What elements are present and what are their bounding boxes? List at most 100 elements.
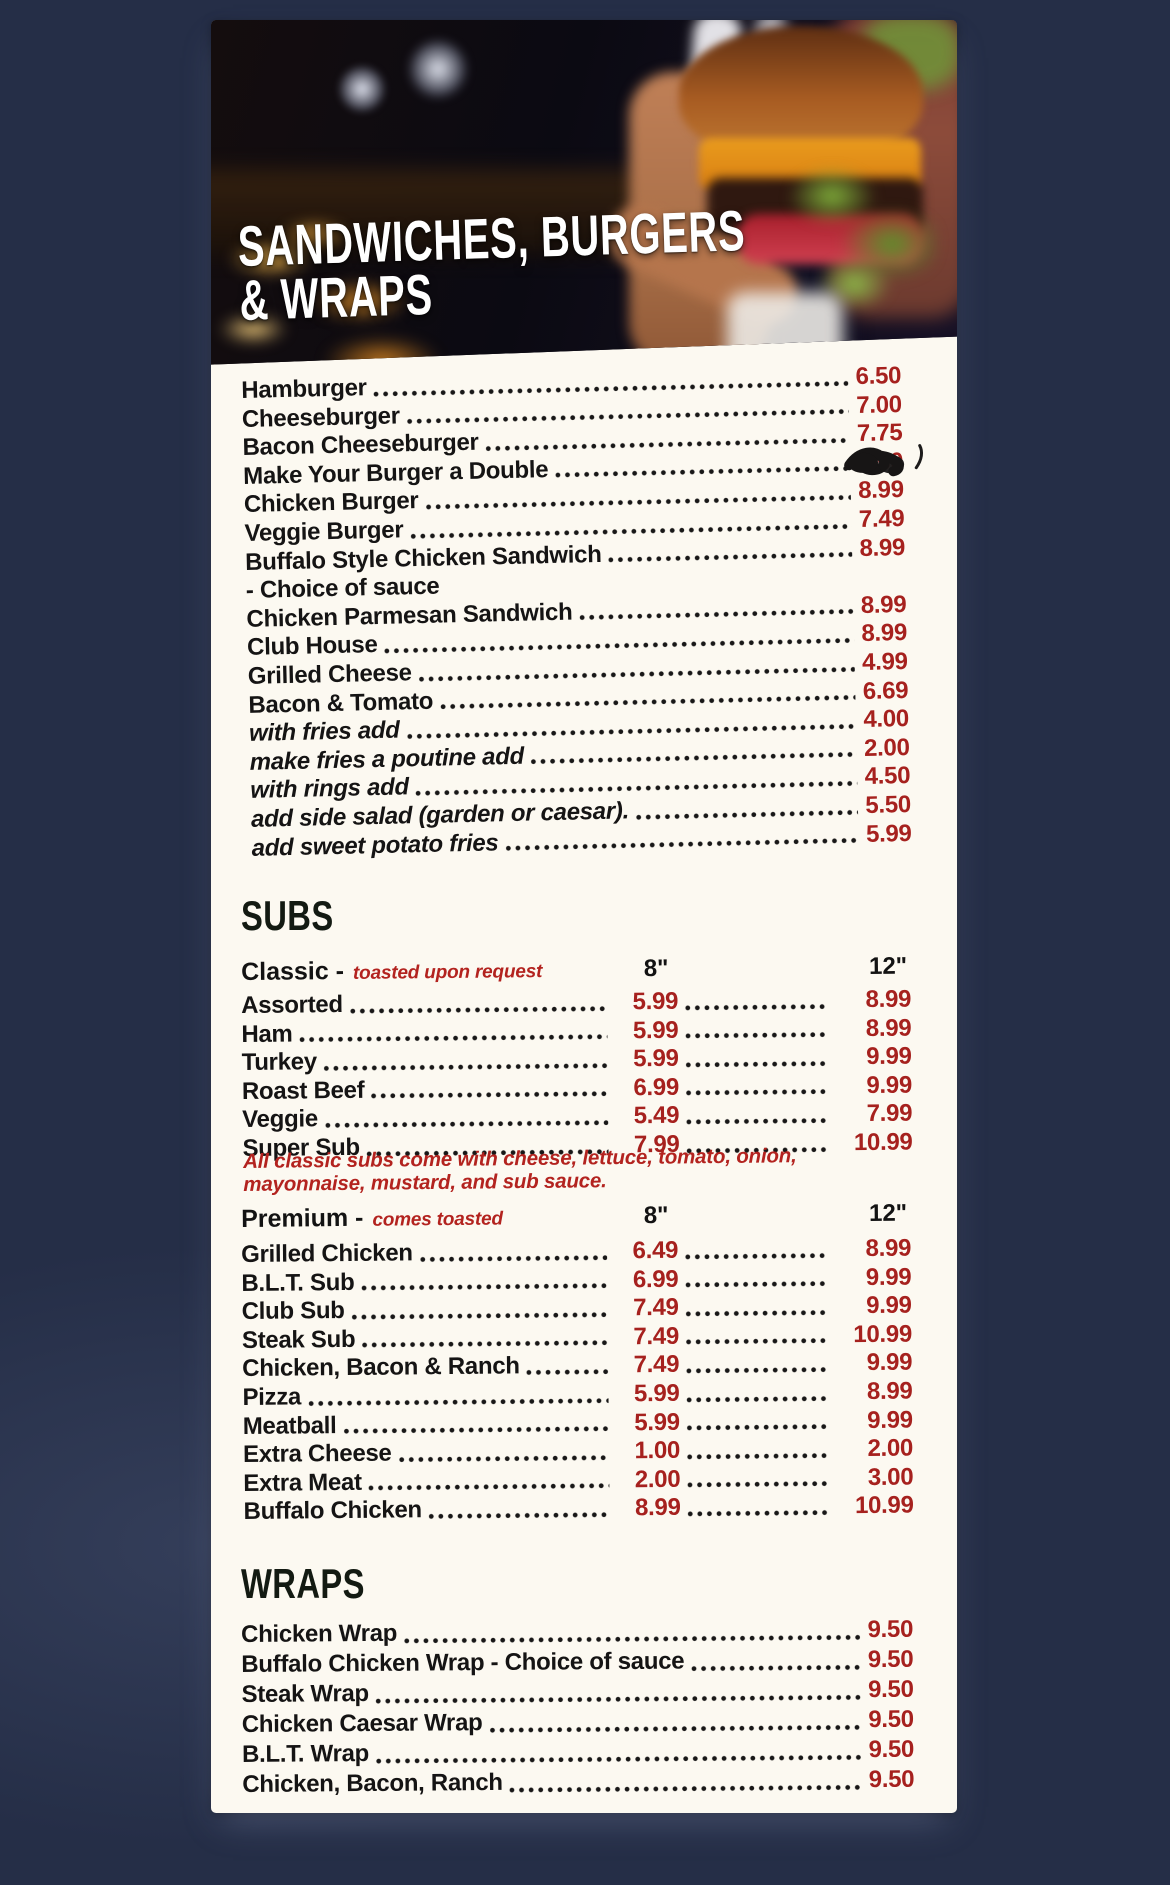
menu-item-price: 9.50 xyxy=(868,1765,915,1794)
sub-item-price-12: 8.99 xyxy=(865,1234,912,1263)
menu-item-price: 6.50 xyxy=(855,362,902,391)
sub-item-price-8: 5.99 xyxy=(633,1379,680,1408)
menu-item-label: with rings add xyxy=(250,773,410,805)
dot-leader xyxy=(687,1452,830,1461)
sub-item-price-8: 6.99 xyxy=(632,1265,679,1293)
dot-leader xyxy=(691,1664,861,1673)
sub-item-price-12: 8.99 xyxy=(865,985,912,1014)
sub-item-price-12: 2.00 xyxy=(867,1434,914,1463)
dot-leader xyxy=(687,1509,830,1518)
menu-item-price: 4.99 xyxy=(861,647,908,676)
dot-leader xyxy=(299,1033,608,1044)
menu-item-price: 7.49 xyxy=(858,504,905,533)
menu-item-price: 4.00 xyxy=(863,705,910,734)
dot-leader xyxy=(685,1280,828,1289)
spacer xyxy=(688,974,830,975)
menu-item-label: Club House xyxy=(246,631,378,662)
sub-item-label: Extra Cheese xyxy=(242,1439,392,1469)
sub-item-price-12: 10.99 xyxy=(854,1491,914,1520)
dot-leader xyxy=(579,608,855,622)
sub-item-price-12: 9.99 xyxy=(866,1348,913,1377)
dot-leader xyxy=(685,1031,828,1040)
menu-item-label: Veggie Burger xyxy=(244,516,404,547)
menu-item-price: 7.75 xyxy=(856,419,903,448)
dot-leader xyxy=(526,1368,609,1377)
sub-item-price-12: 9.99 xyxy=(865,1263,912,1291)
page-title-line1: SANDWICHES, BURGERS xyxy=(236,199,747,279)
dot-leader xyxy=(419,1254,608,1263)
wraps-list: Chicken Wrap 9.50 Buffalo Chicken Wrap - C… xyxy=(241,1616,914,1801)
menu-item-label: Grilled Cheese xyxy=(247,659,412,690)
sub-item-price-8: 5.49 xyxy=(633,1102,680,1130)
menu-item-label: B.L.T. Wrap xyxy=(241,1739,370,1768)
dot-leader xyxy=(375,1694,862,1705)
menu-item-price: 5.99 xyxy=(865,819,912,848)
premium-subs-header: Premium - comes toasted 8" 12" xyxy=(241,1199,911,1234)
lettuce-blur xyxy=(787,148,937,308)
sub-item-label: Meatball xyxy=(242,1411,337,1440)
sub-item-label: B.L.T. Sub xyxy=(241,1268,355,1297)
pen-mark xyxy=(914,443,924,469)
dot-leader xyxy=(376,1754,862,1765)
page-title: SANDWICHES, BURGERS & WRAPS xyxy=(236,199,748,333)
dot-leader xyxy=(687,1480,830,1490)
bokeh-light xyxy=(339,66,385,112)
dot-leader xyxy=(555,465,851,480)
menu-item-label: Steak Wrap xyxy=(241,1679,369,1708)
dot-leader xyxy=(685,1309,828,1318)
dot-leader xyxy=(686,1366,829,1375)
sub-item-label: Club Sub xyxy=(241,1297,345,1326)
menu-item-label: Chicken, Bacon, Ranch xyxy=(242,1768,503,1798)
sub-item-label: Steak Sub xyxy=(241,1325,356,1354)
sub-item-label: Turkey xyxy=(241,1048,317,1077)
classic-note: toasted upon request xyxy=(352,961,543,984)
size-col-8: 8" xyxy=(643,1201,669,1230)
menu-item-price: 9.50 xyxy=(868,1735,915,1764)
dot-leader xyxy=(323,1062,608,1072)
menu-item-price: 2.00 xyxy=(863,733,910,762)
menu-item-price: 8.99 xyxy=(861,619,908,648)
dot-leader xyxy=(343,1425,609,1436)
menu-item-label: Bacon & Tomato xyxy=(248,687,434,719)
sub-item-label: Pizza xyxy=(242,1383,302,1411)
menu-item-label: add sweet potato fries xyxy=(251,828,499,862)
sub-item-price-8: 7.49 xyxy=(633,1322,680,1351)
dot-leader xyxy=(368,1482,610,1493)
sub-item-price-8: 5.99 xyxy=(633,1044,679,1073)
sub-item-price-12: 9.99 xyxy=(867,1406,913,1434)
sub-item-row: Buffalo Chicken 8.99 10.99 xyxy=(243,1492,913,1527)
dot-leader xyxy=(635,808,859,821)
size-col-8: 8" xyxy=(643,954,669,983)
menu-item-price: 8.99 xyxy=(857,476,905,505)
sub-item-price-8: 5.99 xyxy=(632,987,679,1016)
premium-note: comes toasted xyxy=(372,1208,503,1231)
burgers-sandwiches-list: Hamburger 6.50 Cheeseburger 7.00 Bacon Chees… xyxy=(241,362,924,863)
dot-leader xyxy=(509,1784,862,1794)
menu-item-label: Chicken Caesar Wrap xyxy=(241,1709,483,1738)
dot-leader xyxy=(349,1005,608,1015)
sub-item-label: Roast Beef xyxy=(241,1076,365,1105)
classic-label: Classic - xyxy=(241,957,345,986)
size-col-12: 12" xyxy=(868,952,908,980)
menu-item-price: 5.50 xyxy=(865,790,912,819)
menu-item-label: Bacon Cheeseburger xyxy=(242,428,479,462)
size-col-12: 12" xyxy=(868,1199,908,1227)
menu-item-label: Buffalo Chicken Wrap - Choice of sauce xyxy=(241,1647,685,1678)
dot-leader xyxy=(505,837,860,853)
sub-item-label: Veggie xyxy=(242,1105,318,1134)
menu-item-label: with fries add xyxy=(248,716,400,748)
sub-item-price-8: 2.00 xyxy=(634,1465,681,1493)
menu-item-label: Hamburger xyxy=(241,374,367,404)
spacer xyxy=(542,976,624,977)
sub-item-price-8: 5.99 xyxy=(634,1408,680,1436)
wraps-heading: WRAPS xyxy=(241,1560,365,1607)
sub-item-price-8: 7.49 xyxy=(633,1293,679,1322)
spacer xyxy=(503,1223,624,1224)
premium-label: Premium - xyxy=(241,1203,364,1233)
classic-subs-list: Assorted 5.99 8.99 Ham 5.99 8.99 Turkey 5.99 9.9… xyxy=(241,986,913,1164)
header-photo: SANDWICHES, BURGERS & WRAPS xyxy=(211,20,957,365)
bokeh-light xyxy=(409,40,467,98)
burger-bun xyxy=(679,26,923,160)
menu-item-row: Chicken, Bacon, Ranch 9.50 xyxy=(242,1766,914,1801)
